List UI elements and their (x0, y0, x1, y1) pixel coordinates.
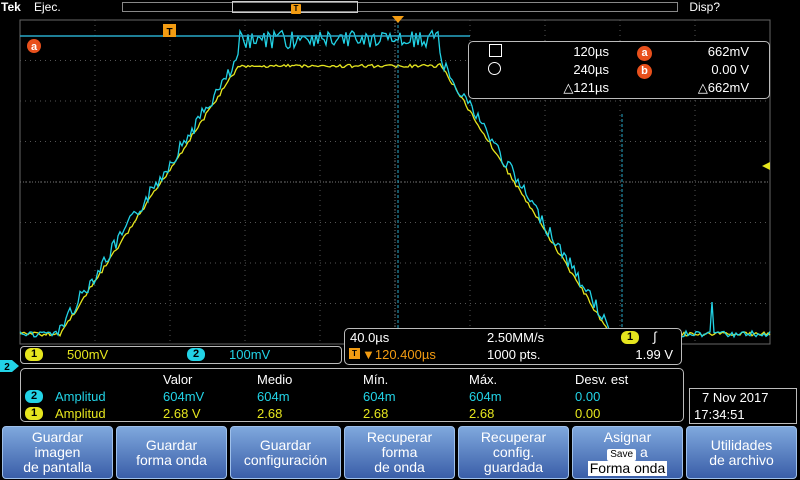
channel-scale-bar[interactable]: 1 500mV 2 100mV (20, 346, 342, 364)
row-channel-badge: 2 (25, 390, 43, 403)
cursor-delta-value: △662mV (697, 80, 749, 95)
save-waveform-button[interactable]: Guardar forma onda (116, 426, 227, 479)
header-value: Valor (163, 372, 193, 387)
cursor2-circle-icon (488, 62, 501, 78)
cell-min: 604m (363, 389, 396, 404)
horizontal-scale: 40.0µs (350, 330, 390, 345)
row-channel-badge: 1 (25, 407, 43, 420)
trigger-level-marker[interactable] (762, 162, 770, 170)
cursor-b-badge: b (637, 62, 652, 79)
trigger-position-icon: T (349, 348, 360, 359)
trigger-slope-icon: ∫ (653, 329, 657, 344)
trigger-marker-label: T (166, 27, 172, 38)
cell-value: 604mV (163, 389, 205, 404)
assign-label: Asignar (603, 428, 652, 445)
assign-save-button[interactable]: Asignar Save a Forma onda (572, 426, 683, 479)
cursor-a-marker-label: a (31, 41, 38, 53)
cell-value: 2.68 V (163, 406, 201, 421)
status-bar: Tek Ejec. T Disp? (0, 0, 800, 14)
assign-target-label: Forma onda (587, 459, 668, 476)
datetime-display: 7 Nov 2017 17:34:51 (689, 388, 797, 424)
save-screen-image-button[interactable]: Guardar imagen de pantalla (2, 426, 113, 479)
cell-stddev: 0.00 (575, 406, 601, 421)
trigger-position-marker: T (291, 4, 301, 14)
assign-save-row: Save a (607, 443, 648, 461)
cursor-a-marker[interactable]: a (27, 39, 41, 53)
trigger-source-indicator: 1 (621, 331, 639, 344)
trigger-marker[interactable]: T (163, 24, 176, 38)
cursor2-time: 240µs (573, 62, 609, 77)
record-view-bar (122, 2, 678, 12)
cursor-delta-time: △121µs (563, 80, 609, 95)
cursor-a-badge: a (637, 44, 652, 61)
cursor-b-value: 0.00 V (711, 62, 749, 77)
sample-rate: 2.50MM/s (487, 330, 545, 345)
trigger-point-marker (392, 16, 404, 23)
row-measure-name: Amplitud (55, 406, 106, 421)
cursor-a-value: 662mV (707, 44, 749, 59)
ch2-scale: 100mV (229, 347, 271, 362)
trigger-level: 1.99 V (635, 347, 673, 362)
header-mean: Medio (257, 372, 293, 387)
header-min: Mín. (363, 372, 389, 387)
ch2-ground-label: 2 (4, 362, 10, 373)
measurement-table[interactable]: Valor Medio Mín. Máx. Desv. est 2 Amplit… (20, 368, 684, 422)
cursor1-time: 120µs (573, 44, 609, 59)
ch2-indicator: 2 (187, 348, 205, 361)
cursor1-square-icon (489, 44, 502, 60)
date: 7 Nov 2017 (702, 390, 769, 405)
acquisition-state: Ejec. (34, 0, 61, 14)
record-length: 1000 pts. (487, 347, 541, 362)
file-utilities-button[interactable]: Utilidades de archivo (686, 426, 797, 479)
cell-max: 604m (469, 389, 502, 404)
header-max: Máx. (469, 372, 498, 387)
brand-logo: Tek (1, 0, 21, 14)
ch1-scale: 500mV (67, 347, 109, 362)
save-setup-button[interactable]: Guardar configuración (230, 426, 341, 479)
assign-a-label: a (639, 443, 648, 460)
row-measure-name: Amplitud (55, 389, 106, 404)
table-row: 2 Amplitud 604mV 604m 604m 604m 0.00 (21, 389, 681, 405)
save-chip: Save (607, 448, 637, 461)
waveform-display[interactable]: a T 2 (0, 14, 800, 426)
cell-mean: 2.68 (257, 406, 283, 421)
graticule (19, 19, 771, 345)
cell-min: 2.68 (363, 406, 389, 421)
recall-waveform-button[interactable]: Recuperar forma de onda (344, 426, 455, 479)
cell-max: 2.68 (469, 406, 495, 421)
timebase-trigger-info[interactable]: 40.0µs 2.50MM/s 1 ∫ T ▼120.400µs 1000 pt… (344, 328, 682, 365)
trigger-position: ▼120.400µs (362, 347, 436, 362)
header-stddev: Desv. est (575, 372, 629, 387)
display-status: Disp? (689, 0, 720, 14)
cell-stddev: 0.00 (575, 389, 601, 404)
cursor-readout[interactable]: 120µs a 662mV 240µs b 0.00 V △121µs △662… (468, 41, 770, 99)
cell-mean: 604m (257, 389, 290, 404)
time: 17:34:51 (694, 407, 745, 422)
ch2-ground-marker[interactable]: 2 (0, 360, 19, 373)
ch1-indicator: 1 (25, 348, 43, 361)
recall-setup-button[interactable]: Recuperar config. guardada (458, 426, 569, 479)
table-row: 1 Amplitud 2.68 V 2.68 2.68 2.68 0.00 (21, 406, 681, 422)
